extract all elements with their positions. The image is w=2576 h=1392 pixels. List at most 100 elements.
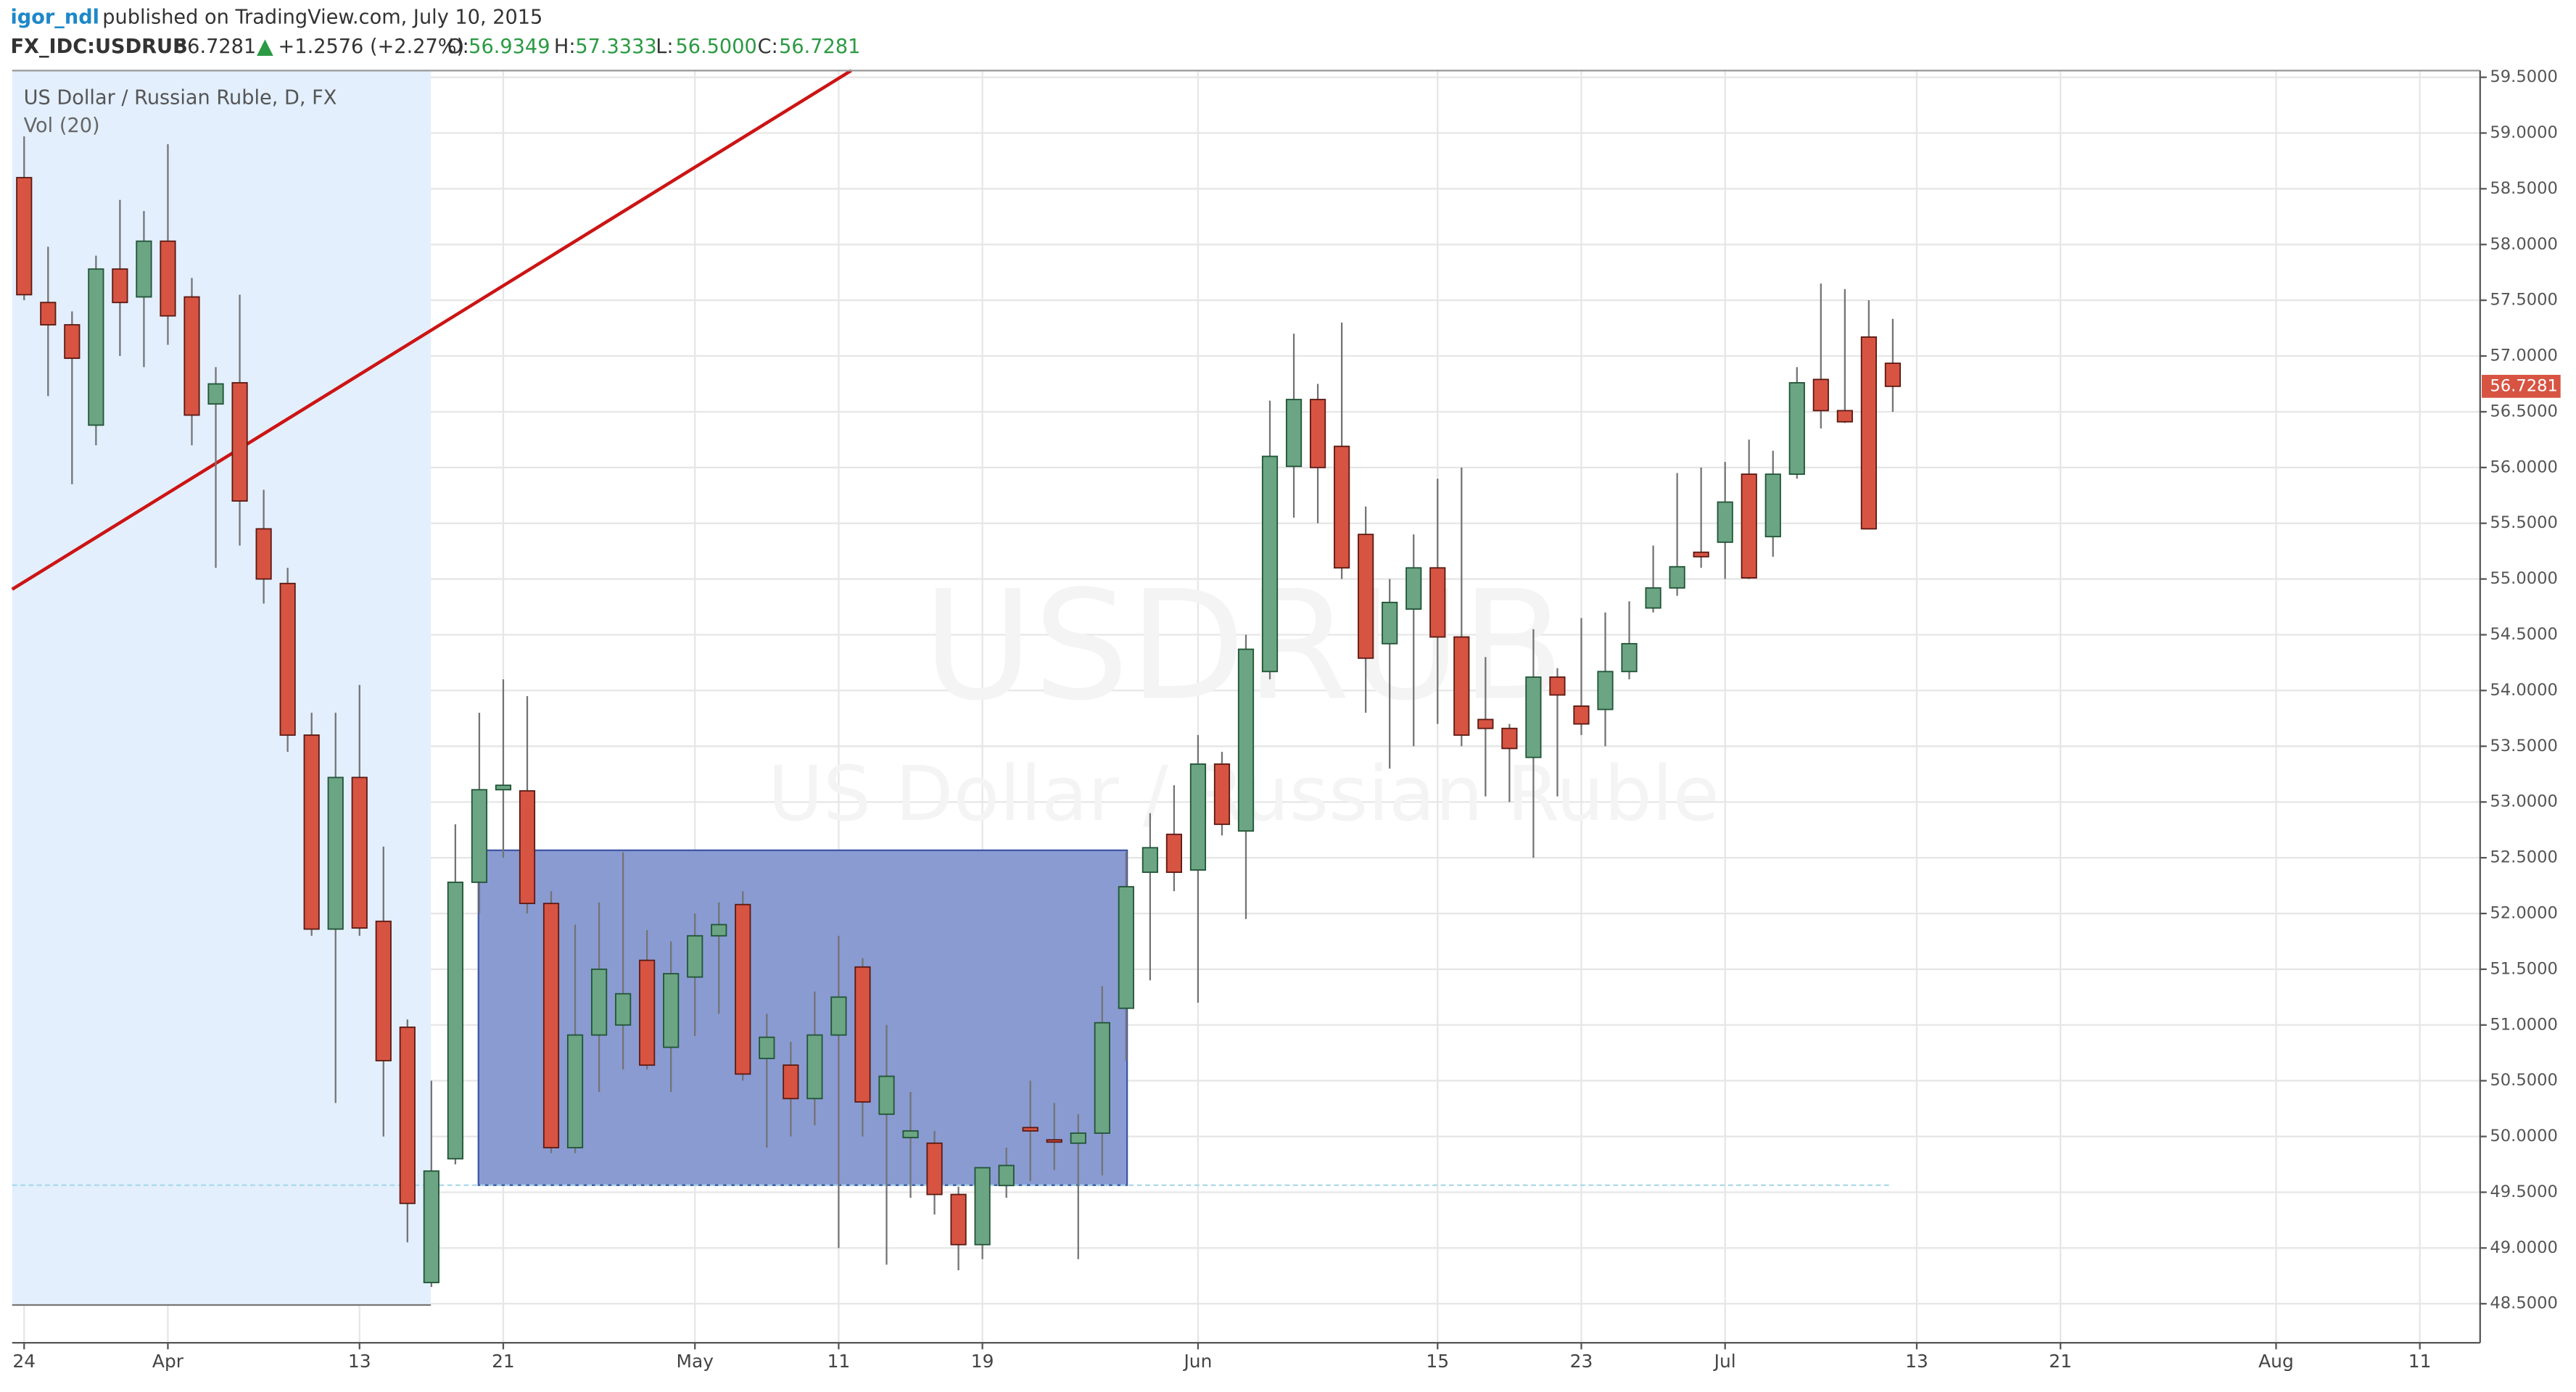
x-tick-label: 23	[1570, 1351, 1593, 1372]
candle-body	[806, 1034, 823, 1100]
candle-body	[1429, 567, 1446, 638]
candle-body	[1501, 727, 1518, 750]
x-tick-label: Apr	[152, 1351, 184, 1372]
candle-body	[1142, 847, 1158, 873]
candle-body	[878, 1075, 895, 1115]
candle-body	[1836, 410, 1853, 423]
candle-body	[783, 1064, 799, 1100]
candle-body	[926, 1142, 943, 1196]
candle-body	[1525, 676, 1542, 758]
candle-body	[447, 882, 463, 1160]
y-tick-label: 56.5000	[2490, 402, 2558, 420]
candle-body	[1621, 642, 1638, 673]
candle-body	[351, 776, 368, 929]
candle-body	[279, 582, 296, 736]
y-tick-label: 54.5000	[2490, 625, 2558, 644]
candle-body	[1884, 362, 1902, 387]
candle-body	[1597, 671, 1614, 710]
candle-body	[1477, 718, 1494, 729]
y-tick-label: 57.5000	[2490, 291, 2558, 310]
candle-body	[1693, 551, 1709, 558]
y-tick-label: 56.0000	[2490, 457, 2558, 476]
y-tick-label: 49.5000	[2490, 1182, 2558, 1201]
candle-body	[759, 1036, 775, 1059]
y-tick-label: 58.5000	[2490, 179, 2558, 198]
open-label: O:	[447, 36, 469, 58]
candle-body	[902, 1130, 919, 1139]
candle-body	[519, 790, 536, 905]
candle-body	[160, 240, 176, 317]
candle-body	[88, 268, 104, 426]
candle-body	[687, 935, 703, 978]
y-tick-label: 48.5000	[2490, 1294, 2558, 1313]
symbol: FX_IDC:USDRUB	[10, 36, 187, 58]
range-box	[477, 849, 1128, 1186]
x-tick-label: 21	[492, 1351, 515, 1372]
candle-body	[590, 968, 608, 1036]
candle-body	[854, 966, 871, 1103]
close-label: C:	[758, 36, 778, 58]
author[interactable]: igor_ndl	[10, 6, 99, 28]
x-tick-label: Jul	[1713, 1351, 1736, 1372]
candle-body	[112, 268, 128, 304]
y-tick-label: 57.0000	[2490, 347, 2558, 365]
candle-body	[1405, 567, 1422, 610]
x-tick-label: 21	[2049, 1351, 2072, 1372]
candle-body	[1213, 763, 1231, 825]
candle-body	[639, 959, 656, 1066]
high-label: H:	[554, 36, 576, 58]
y-tick-label: 51.5000	[2490, 959, 2558, 978]
candle-body	[542, 903, 560, 1148]
low-label: L:	[656, 36, 673, 58]
x-tick-label: 13	[1905, 1351, 1928, 1372]
candle-body	[1165, 833, 1182, 873]
candle-body	[615, 993, 632, 1026]
high-value: 57.3333	[575, 36, 656, 58]
y-tick-label: 55.0000	[2490, 569, 2558, 588]
y-tick-label: 50.0000	[2490, 1127, 2558, 1146]
x-tick-label: May	[676, 1351, 713, 1372]
candle-body	[495, 784, 512, 791]
candle-body	[1453, 636, 1470, 736]
candle-body	[327, 776, 344, 930]
y-tick-label: 55.5000	[2490, 513, 2558, 532]
candle-body	[1237, 648, 1255, 832]
candle-body	[207, 383, 224, 405]
published: published on TradingView.com, July 10, 2…	[102, 6, 542, 28]
candle-body	[1812, 378, 1829, 412]
candle-body	[830, 996, 847, 1036]
candle-body	[1334, 445, 1350, 569]
candle-body	[711, 924, 727, 937]
last-price: 56.7281	[175, 36, 256, 58]
indicator-label: Vol (20)	[24, 115, 100, 137]
candle-body	[1764, 473, 1781, 538]
candle-body	[1358, 534, 1374, 659]
candle-body	[1645, 587, 1661, 609]
last-price-tag	[2482, 375, 2561, 398]
candle-body	[1094, 1022, 1110, 1134]
candle-body	[1788, 382, 1805, 475]
candle-body	[1022, 1127, 1039, 1132]
y-tick-label: 52.0000	[2490, 903, 2558, 922]
x-tick-label: Aug	[2258, 1351, 2294, 1372]
x-tick-label: 19	[971, 1351, 994, 1372]
candle-body	[1860, 336, 1877, 530]
change: +1.2576 (+2.27%)	[278, 36, 465, 58]
candle-body	[40, 302, 57, 326]
x-tick-label: 13	[348, 1351, 371, 1372]
candle-body	[1285, 399, 1303, 468]
candle-body	[471, 789, 488, 883]
candle-body	[1382, 602, 1398, 645]
candle-body	[1549, 676, 1566, 696]
x-tick-label: Jun	[1182, 1351, 1212, 1372]
y-tick-label: 53.0000	[2490, 792, 2558, 811]
x-tick-label: 24	[12, 1351, 36, 1372]
candle-body	[1310, 399, 1326, 468]
close-value: 56.7281	[779, 36, 860, 58]
candle-body	[663, 973, 680, 1048]
candle-body	[183, 296, 200, 416]
axes: 48.5000 49.0000 49.5000 50.0000 50.5000 51.00…	[12, 67, 2561, 1372]
candle-body	[255, 528, 272, 580]
y-tick-label: 54.0000	[2490, 681, 2558, 700]
